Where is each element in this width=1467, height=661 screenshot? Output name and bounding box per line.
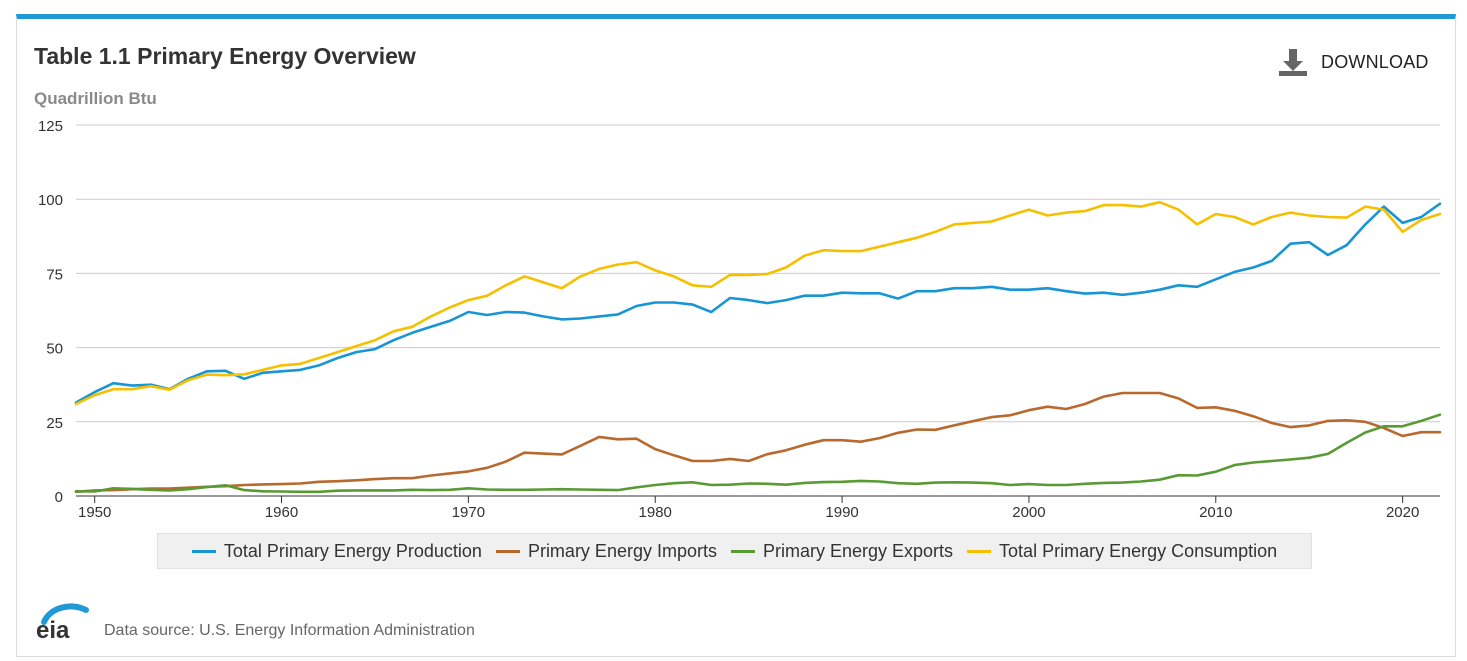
chart-legend: Total Primary Energy Production Primary E… [157, 533, 1312, 569]
x-tick-label: 1970 [452, 504, 485, 521]
legend-item[interactable]: Primary Energy Imports [495, 540, 717, 562]
x-tick-label: 2000 [1012, 504, 1045, 521]
legend-swatch [495, 549, 520, 553]
download-button[interactable]: DOWNLOAD [1278, 46, 1429, 78]
legend-swatch [191, 549, 216, 553]
units-label: Quadrillion Btu [34, 89, 157, 108]
x-tick-label: 1980 [639, 504, 672, 521]
x-tick-label: 2010 [1199, 504, 1232, 521]
y-tick-label: 50 [46, 341, 63, 358]
y-tick-label: 0 [55, 489, 63, 506]
series-line [74, 202, 1442, 404]
data-source: Data source: U.S. Energy Information Adm… [104, 622, 475, 639]
y-tick-label: 75 [46, 266, 63, 283]
legend-swatch [967, 549, 992, 553]
download-label: DOWNLOAD [1321, 51, 1429, 72]
legend-label: Total Primary Energy Consumption [999, 540, 1278, 561]
legend-swatch [730, 549, 755, 553]
download-icon [1279, 49, 1307, 76]
y-tick-label: 25 [46, 415, 63, 432]
y-tick-label: 125 [38, 118, 63, 135]
legend-label: Primary Energy Exports [762, 540, 954, 561]
legend-item[interactable]: Total Primary Energy Production [191, 540, 482, 562]
legend-label: Total Primary Energy Production [223, 540, 482, 561]
x-tick-label: 1950 [78, 504, 111, 521]
eia-logo-text: eia [36, 617, 70, 642]
x-tick-label: 1990 [825, 504, 858, 521]
series-line [74, 413, 1442, 494]
eia-logo: eia [36, 603, 89, 642]
y-tick-label: 100 [38, 192, 63, 209]
legend-label: Primary Energy Imports [527, 540, 717, 561]
legend-item[interactable]: Total Primary Energy Consumption [967, 541, 1277, 562]
chart-title: Table 1.1 Primary Energy Overview [34, 43, 416, 69]
x-tick-label: 2020 [1386, 504, 1419, 521]
x-tick-label: 1960 [265, 504, 298, 521]
series-line [74, 200, 1442, 406]
series-line [74, 391, 1442, 494]
legend-item[interactable]: Primary Energy Exports [730, 540, 954, 562]
